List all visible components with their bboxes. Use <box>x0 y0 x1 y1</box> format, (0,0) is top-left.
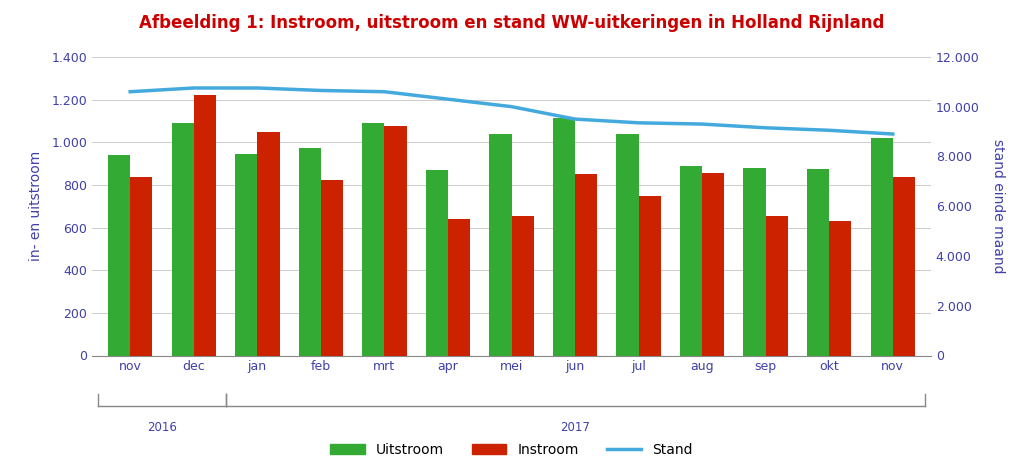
Legend: Uitstroom, Instroom, Stand: Uitstroom, Instroom, Stand <box>324 437 699 462</box>
Bar <box>830 221 851 356</box>
Bar <box>448 219 471 356</box>
Bar <box>512 216 534 356</box>
Y-axis label: in- en uitstroom: in- en uitstroom <box>29 151 43 261</box>
Bar <box>130 177 152 356</box>
Text: Afbeelding 1: Instroom, uitstroom en stand WW-uitkeringen in Holland Rijnland: Afbeelding 1: Instroom, uitstroom en sta… <box>139 14 884 32</box>
Bar <box>807 169 830 356</box>
Text: 2016: 2016 <box>147 421 177 434</box>
Bar <box>552 118 575 356</box>
Bar <box>871 138 893 356</box>
Bar <box>638 195 661 356</box>
Bar <box>258 132 279 356</box>
Bar <box>193 95 216 355</box>
Bar <box>680 166 702 356</box>
Y-axis label: stand einde maand: stand einde maand <box>991 139 1005 273</box>
Bar <box>108 155 130 356</box>
Bar <box>489 134 512 356</box>
Bar <box>744 168 765 356</box>
Text: 2017: 2017 <box>561 421 590 434</box>
Bar <box>702 173 724 356</box>
Bar <box>426 170 448 356</box>
Bar <box>299 147 321 356</box>
Bar <box>172 123 193 356</box>
Bar <box>893 177 915 356</box>
Bar <box>385 126 407 356</box>
Bar <box>575 174 597 356</box>
Bar <box>765 216 788 356</box>
Bar <box>616 134 638 356</box>
Bar <box>362 123 385 356</box>
Bar <box>321 180 343 356</box>
Bar <box>235 154 258 356</box>
